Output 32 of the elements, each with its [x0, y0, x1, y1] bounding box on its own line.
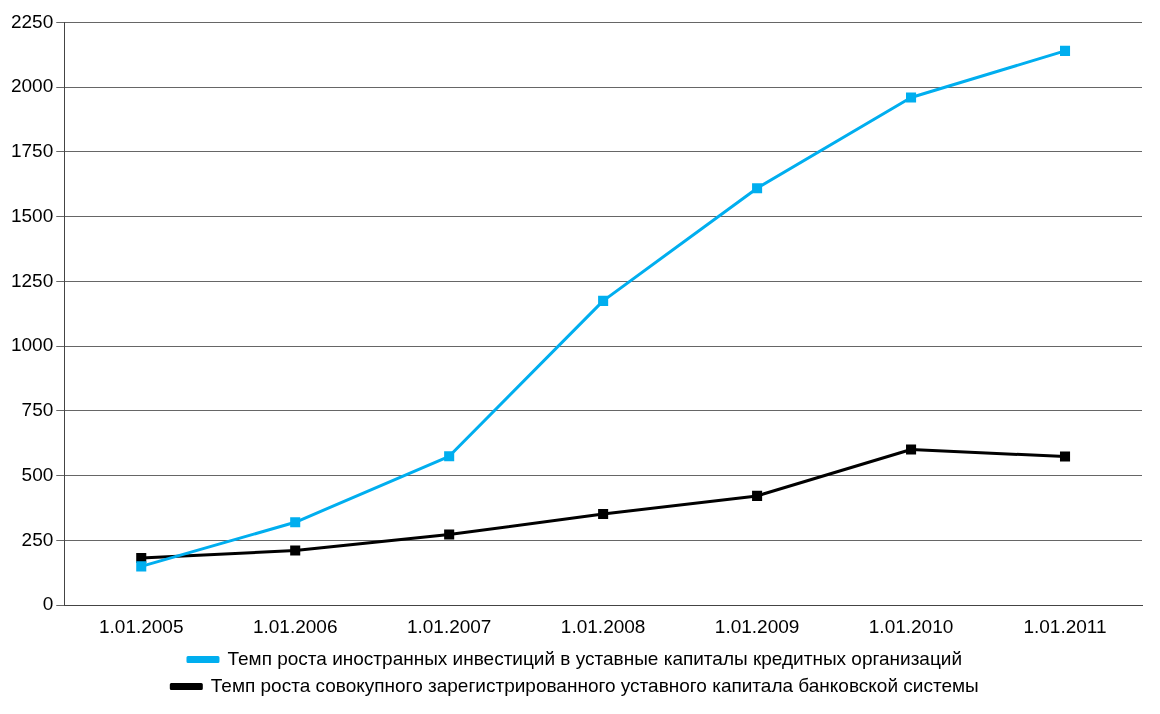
- y-tick-label: 1250: [10, 269, 54, 291]
- x-tick-label: 1.01.2010: [868, 615, 954, 637]
- point: [598, 295, 609, 306]
- legend-label: Темп роста иностранных инвестиций в уставные капиталы кредитных организаций: [227, 647, 963, 669]
- y-tick-label: 1000: [10, 334, 54, 356]
- y-tick-label: 1750: [10, 140, 54, 162]
- point: [598, 508, 609, 520]
- y-tick-label: 2000: [10, 75, 54, 97]
- x-tick-label: 1.01.2006: [252, 615, 338, 637]
- y-tick-label: 0: [42, 593, 54, 615]
- x-tick-label: 1.01.2011: [1023, 615, 1107, 637]
- y-tick-label: 250: [21, 528, 54, 550]
- y-tick-label: 1500: [10, 204, 54, 226]
- x-tick-label: 1.01.2008: [560, 615, 646, 637]
- point: [752, 490, 763, 501]
- point: [906, 444, 917, 455]
- y-tick-label: 2250: [10, 10, 54, 32]
- x-tick-label: 1.01.2009: [714, 615, 800, 637]
- point: [444, 451, 455, 462]
- point: [906, 92, 917, 103]
- y-tick-label: 750: [21, 399, 54, 421]
- legend-label: Темп роста совокупного зарегистрированного уставного капитала банковской системы: [210, 674, 979, 696]
- point: [752, 183, 763, 194]
- y-tick-label: 500: [21, 463, 54, 485]
- point: [444, 529, 455, 540]
- point: [136, 561, 147, 572]
- point: [1059, 45, 1071, 56]
- point: [1059, 451, 1071, 462]
- point: [290, 517, 301, 528]
- x-tick-label: 1.01.2005: [98, 615, 184, 637]
- x-tick-label: 1.01.2007: [406, 615, 492, 637]
- point: [290, 545, 301, 556]
